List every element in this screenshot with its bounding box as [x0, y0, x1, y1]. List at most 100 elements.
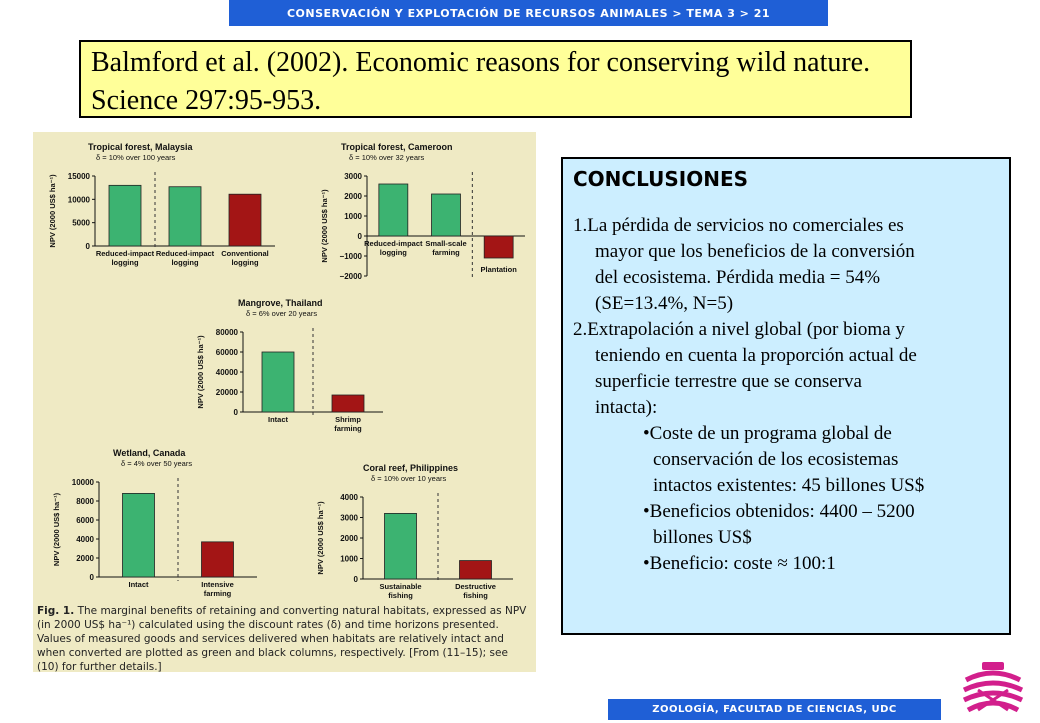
bullet-cost-line: conservación de los ecosistemas [653, 449, 899, 470]
y-axis-label: NPV (2000 US$ ha⁻¹) [52, 492, 61, 566]
bullet-ratio-line: •Beneficio: coste ≈ 100:1 [643, 553, 836, 574]
bar [483, 235, 514, 259]
y-tick-label: 4000 [76, 535, 94, 544]
y-axis-label: NPV (2000 US$ ha⁻¹) [196, 335, 205, 409]
y-tick-label: 1000 [344, 212, 362, 221]
category-label: farming [204, 589, 232, 598]
y-tick-label: 40000 [216, 368, 239, 377]
bullet-cost-line: intactos existentes: 45 billones US$ [653, 475, 925, 496]
y-tick-label: 8000 [76, 497, 94, 506]
category-label: Intact [268, 415, 289, 424]
y-tick-label: 0 [234, 408, 239, 417]
conclusions-title: CONCLUSIONES [573, 167, 749, 191]
chart-title: Coral reef, Philippines [363, 463, 458, 473]
y-tick-label: 5000 [72, 219, 90, 228]
y-axis-label: NPV (2000 US$ ha⁻¹) [316, 501, 325, 575]
bar [378, 183, 409, 237]
category-label: Destructive [455, 582, 496, 591]
category-label: Intensive [201, 580, 234, 589]
y-tick-label: 2000 [344, 192, 362, 201]
y-axis-label: NPV (2000 US$ ha⁻¹) [320, 189, 329, 263]
category-label: Shrimp [335, 415, 361, 424]
udc-logo [958, 660, 1028, 718]
y-tick-label: 60000 [216, 348, 239, 357]
bar [331, 394, 365, 413]
category-label: farming [432, 248, 460, 257]
y-tick-label: 2000 [76, 554, 94, 563]
bar [459, 560, 492, 580]
y-tick-label: 4000 [340, 493, 358, 502]
y-tick-label: 3000 [344, 172, 362, 181]
category-label: Reduced-impact [96, 249, 155, 258]
conclusion-1-line: 1.La pérdida de servicios no comerciales… [573, 215, 904, 236]
bullet-cost-line: •Coste de un programa global de [643, 423, 892, 444]
category-label: logging [111, 258, 138, 267]
figure-caption: Fig. 1. The marginal benefits of retaini… [37, 604, 531, 674]
conclusion-1-line: (SE=13.4%, N=5) [595, 293, 734, 314]
category-label: fishing [463, 591, 488, 600]
bar [431, 193, 461, 237]
header-title: CONSERVACIÓN Y EXPLOTACIÓN DE RECURSOS A… [286, 6, 771, 20]
figure-caption-area: Fig. 1. The marginal benefits of retaini… [33, 600, 536, 674]
conclusions-box: CONCLUSIONES 1.La pérdida de servicios n… [561, 157, 1011, 635]
category-label: logging [231, 258, 258, 267]
bar [261, 351, 295, 413]
category-label: logging [380, 248, 407, 257]
category-label: fishing [388, 591, 413, 600]
bar [108, 184, 142, 247]
bar [384, 512, 417, 580]
y-tick-label: −1000 [340, 252, 363, 261]
category-label: Conventional [221, 249, 269, 258]
bar [168, 186, 202, 247]
chart-title: Tropical forest, Cameroon [341, 142, 453, 152]
y-tick-label: 0 [358, 232, 363, 241]
conclusion-2-line: teniendo en cuenta la proporción actual … [595, 345, 917, 366]
conclusion-2-line: 2.Extrapolación a nivel global (por biom… [573, 319, 905, 340]
conclusion-2-line: intacta): [595, 397, 658, 418]
caption-label: Fig. 1. [37, 605, 75, 617]
chart-title: Mangrove, Thailand [238, 298, 323, 308]
y-axis-label: NPV (2000 US$ ha⁻¹) [48, 174, 57, 248]
category-label: Reduced-impact [364, 239, 423, 248]
y-tick-label: 80000 [216, 328, 239, 337]
y-tick-label: 1000 [340, 555, 358, 564]
footer-bar: ZOOLOGÍA, FACULTAD DE CIENCIAS, UDC [608, 699, 941, 720]
conclusion-1-line: mayor que los beneficios de la conversió… [595, 241, 915, 262]
figure-panel: Tropical forest, Malaysia δ = 10% over 10… [33, 132, 536, 600]
chart-subtitle: δ = 10% over 32 years [349, 153, 425, 162]
reference-text: Balmford et al. (2002). Economic reasons… [91, 47, 871, 116]
y-tick-label: 0 [354, 575, 359, 584]
y-tick-label: 20000 [216, 388, 239, 397]
caption-text: The marginal benefits of retaining and c… [37, 605, 527, 673]
category-label: farming [334, 424, 362, 433]
chart-title: Wetland, Canada [113, 448, 186, 458]
y-tick-label: 6000 [76, 516, 94, 525]
chart-title: Tropical forest, Malaysia [88, 142, 194, 152]
y-tick-label: 15000 [68, 172, 91, 181]
chart-subtitle: δ = 6% over 20 years [246, 309, 317, 318]
bar [201, 541, 234, 578]
y-tick-label: 0 [90, 573, 95, 582]
y-tick-label: 2000 [340, 534, 358, 543]
bar [122, 492, 155, 578]
category-label: Plantation [481, 265, 518, 274]
conclusion-2-line: superficie terrestre que se conserva [595, 371, 862, 392]
y-tick-label: 0 [86, 242, 91, 251]
category-label: Small-scale [425, 239, 466, 248]
y-tick-label: 3000 [340, 514, 358, 523]
chart-subtitle: δ = 10% over 100 years [96, 153, 176, 162]
bullet-benefit-line: billones US$ [653, 527, 752, 548]
bullet-benefit-line: •Beneficios obtenidos: 4400 – 5200 [643, 501, 915, 522]
category-label: Intact [128, 580, 149, 589]
bar [228, 193, 262, 247]
category-label: Sustainable [379, 582, 421, 591]
reference-box: Balmford et al. (2002). Economic reasons… [79, 40, 912, 118]
footer-text: ZOOLOGÍA, FACULTAD DE CIENCIAS, UDC [652, 704, 897, 715]
chart-subtitle: δ = 4% over 50 years [121, 459, 192, 468]
chart-subtitle: δ = 10% over 10 years [371, 474, 447, 483]
y-tick-label: 10000 [72, 478, 95, 487]
category-label: Reduced-impact [156, 249, 215, 258]
udc-logo-icon [962, 662, 1024, 713]
header-bar: CONSERVACIÓN Y EXPLOTACIÓN DE RECURSOS A… [229, 0, 828, 26]
